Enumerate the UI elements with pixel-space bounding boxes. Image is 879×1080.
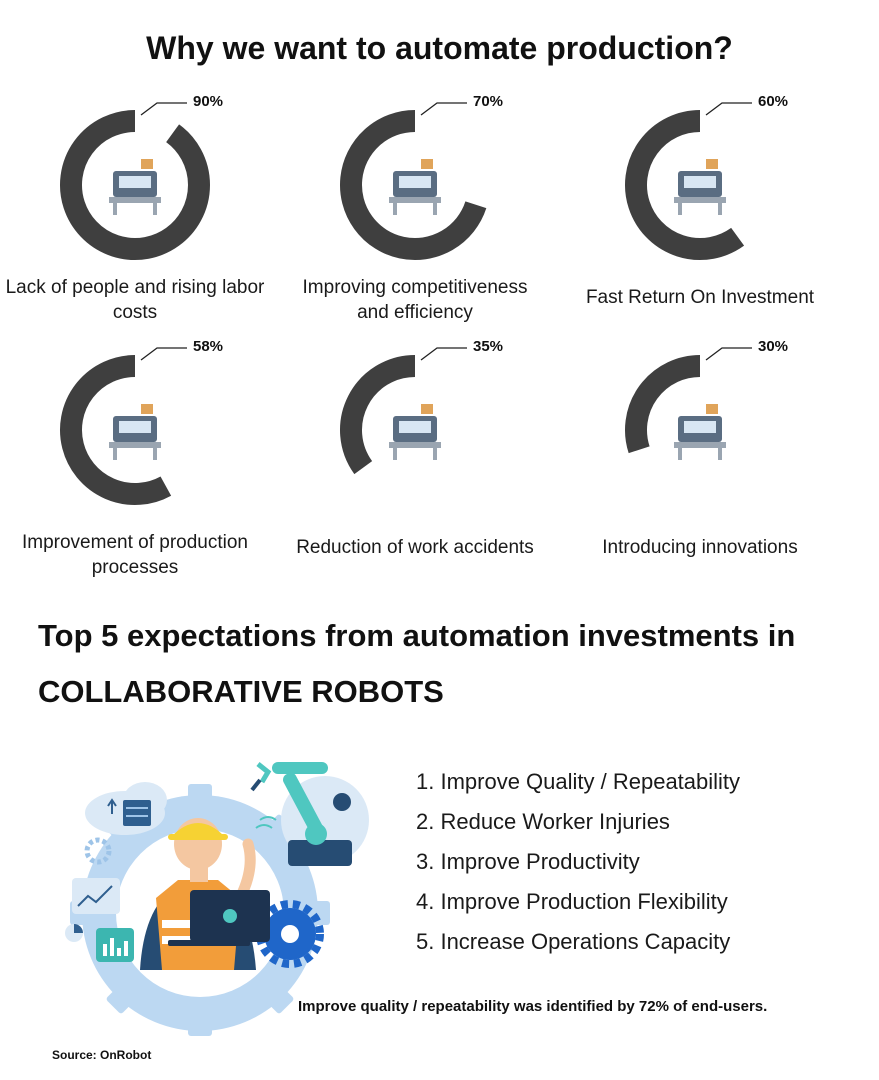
category-label: Improvement of production processes xyxy=(21,532,248,578)
robot-arm-icon xyxy=(109,159,161,215)
section-heading: Top 5 expectations from automation inves… xyxy=(38,618,796,709)
computer-monitor-icon xyxy=(674,404,726,460)
engineer-with-robot-illustration xyxy=(65,762,369,1036)
donut-arc xyxy=(340,355,416,475)
source-credit: Source: OnRobot xyxy=(52,1048,152,1062)
leader-line xyxy=(420,102,467,116)
cloud-server-icon xyxy=(85,782,167,835)
donut-arc xyxy=(60,110,210,260)
donut-card: 70% Improving competitiveness and efficie… xyxy=(285,93,545,350)
category-label: Lack of people and rising labor costs xyxy=(5,277,265,323)
donut-card: 90% Lack of people and rising labor costs xyxy=(5,93,265,350)
donut-chart xyxy=(340,347,467,475)
robot-arm-icon xyxy=(250,762,369,866)
donut-card: 35% Reduction of work accidents xyxy=(285,338,545,595)
percentage-label: 35% xyxy=(473,338,504,355)
list-item: 2. Reduce Worker Injuries xyxy=(416,809,670,834)
donut-arc xyxy=(625,355,701,454)
production-machine-icon xyxy=(109,404,161,460)
leader-line xyxy=(705,102,752,116)
donut-chart xyxy=(340,102,487,260)
donut-chart xyxy=(625,347,752,460)
donut-chart xyxy=(60,347,187,505)
leader-line xyxy=(705,347,752,361)
leader-line xyxy=(140,347,187,361)
donut-card: 60% Fast Return On Investment xyxy=(570,93,830,350)
donut-arc xyxy=(625,110,745,260)
page-title: Why we want to automate production? xyxy=(146,30,733,66)
industrial-robot-icon xyxy=(389,404,441,460)
control-panel-icon xyxy=(389,159,441,215)
donut-arc xyxy=(60,355,172,505)
category-label: Improving competitiveness and efficiency xyxy=(302,277,528,323)
donut-chart xyxy=(60,102,210,260)
donut-card: 58% Improvement of production processes xyxy=(5,338,265,595)
leader-line xyxy=(140,102,187,116)
laptop-icon xyxy=(168,890,270,946)
line-chart-card-icon xyxy=(72,878,120,914)
leader-line xyxy=(420,347,467,361)
donut-arc xyxy=(340,110,487,260)
donut-card: 30% Introducing innovations xyxy=(570,338,830,595)
percentage-label: 30% xyxy=(758,338,789,355)
footnote: Improve quality / repeatability was iden… xyxy=(298,998,768,1015)
donut-chart xyxy=(625,102,752,260)
percentage-label: 58% xyxy=(193,338,224,355)
percentage-label: 90% xyxy=(193,93,224,110)
category-label: Fast Return On Investment xyxy=(585,287,815,308)
small-gear-icon xyxy=(84,837,112,865)
pie-chart-icon xyxy=(65,924,83,942)
conveyor-belt-icon xyxy=(674,159,726,215)
list-item: 5. Increase Operations Capacity xyxy=(416,929,731,954)
blue-gear-icon xyxy=(256,900,324,968)
percentage-label: 60% xyxy=(758,93,789,110)
bar-chart-card-icon xyxy=(96,928,134,962)
list-item: 3. Improve Productivity xyxy=(416,849,640,874)
expectations-list: 1. Improve Quality / Repeatability 2. Re… xyxy=(416,762,740,962)
category-label: Introducing innovations xyxy=(602,537,798,558)
category-label: Reduction of work accidents xyxy=(296,537,534,558)
list-item: 4. Improve Production Flexibility xyxy=(416,889,728,914)
percentage-label: 70% xyxy=(473,93,504,110)
list-item: 1. Improve Quality / Repeatability xyxy=(416,769,741,794)
